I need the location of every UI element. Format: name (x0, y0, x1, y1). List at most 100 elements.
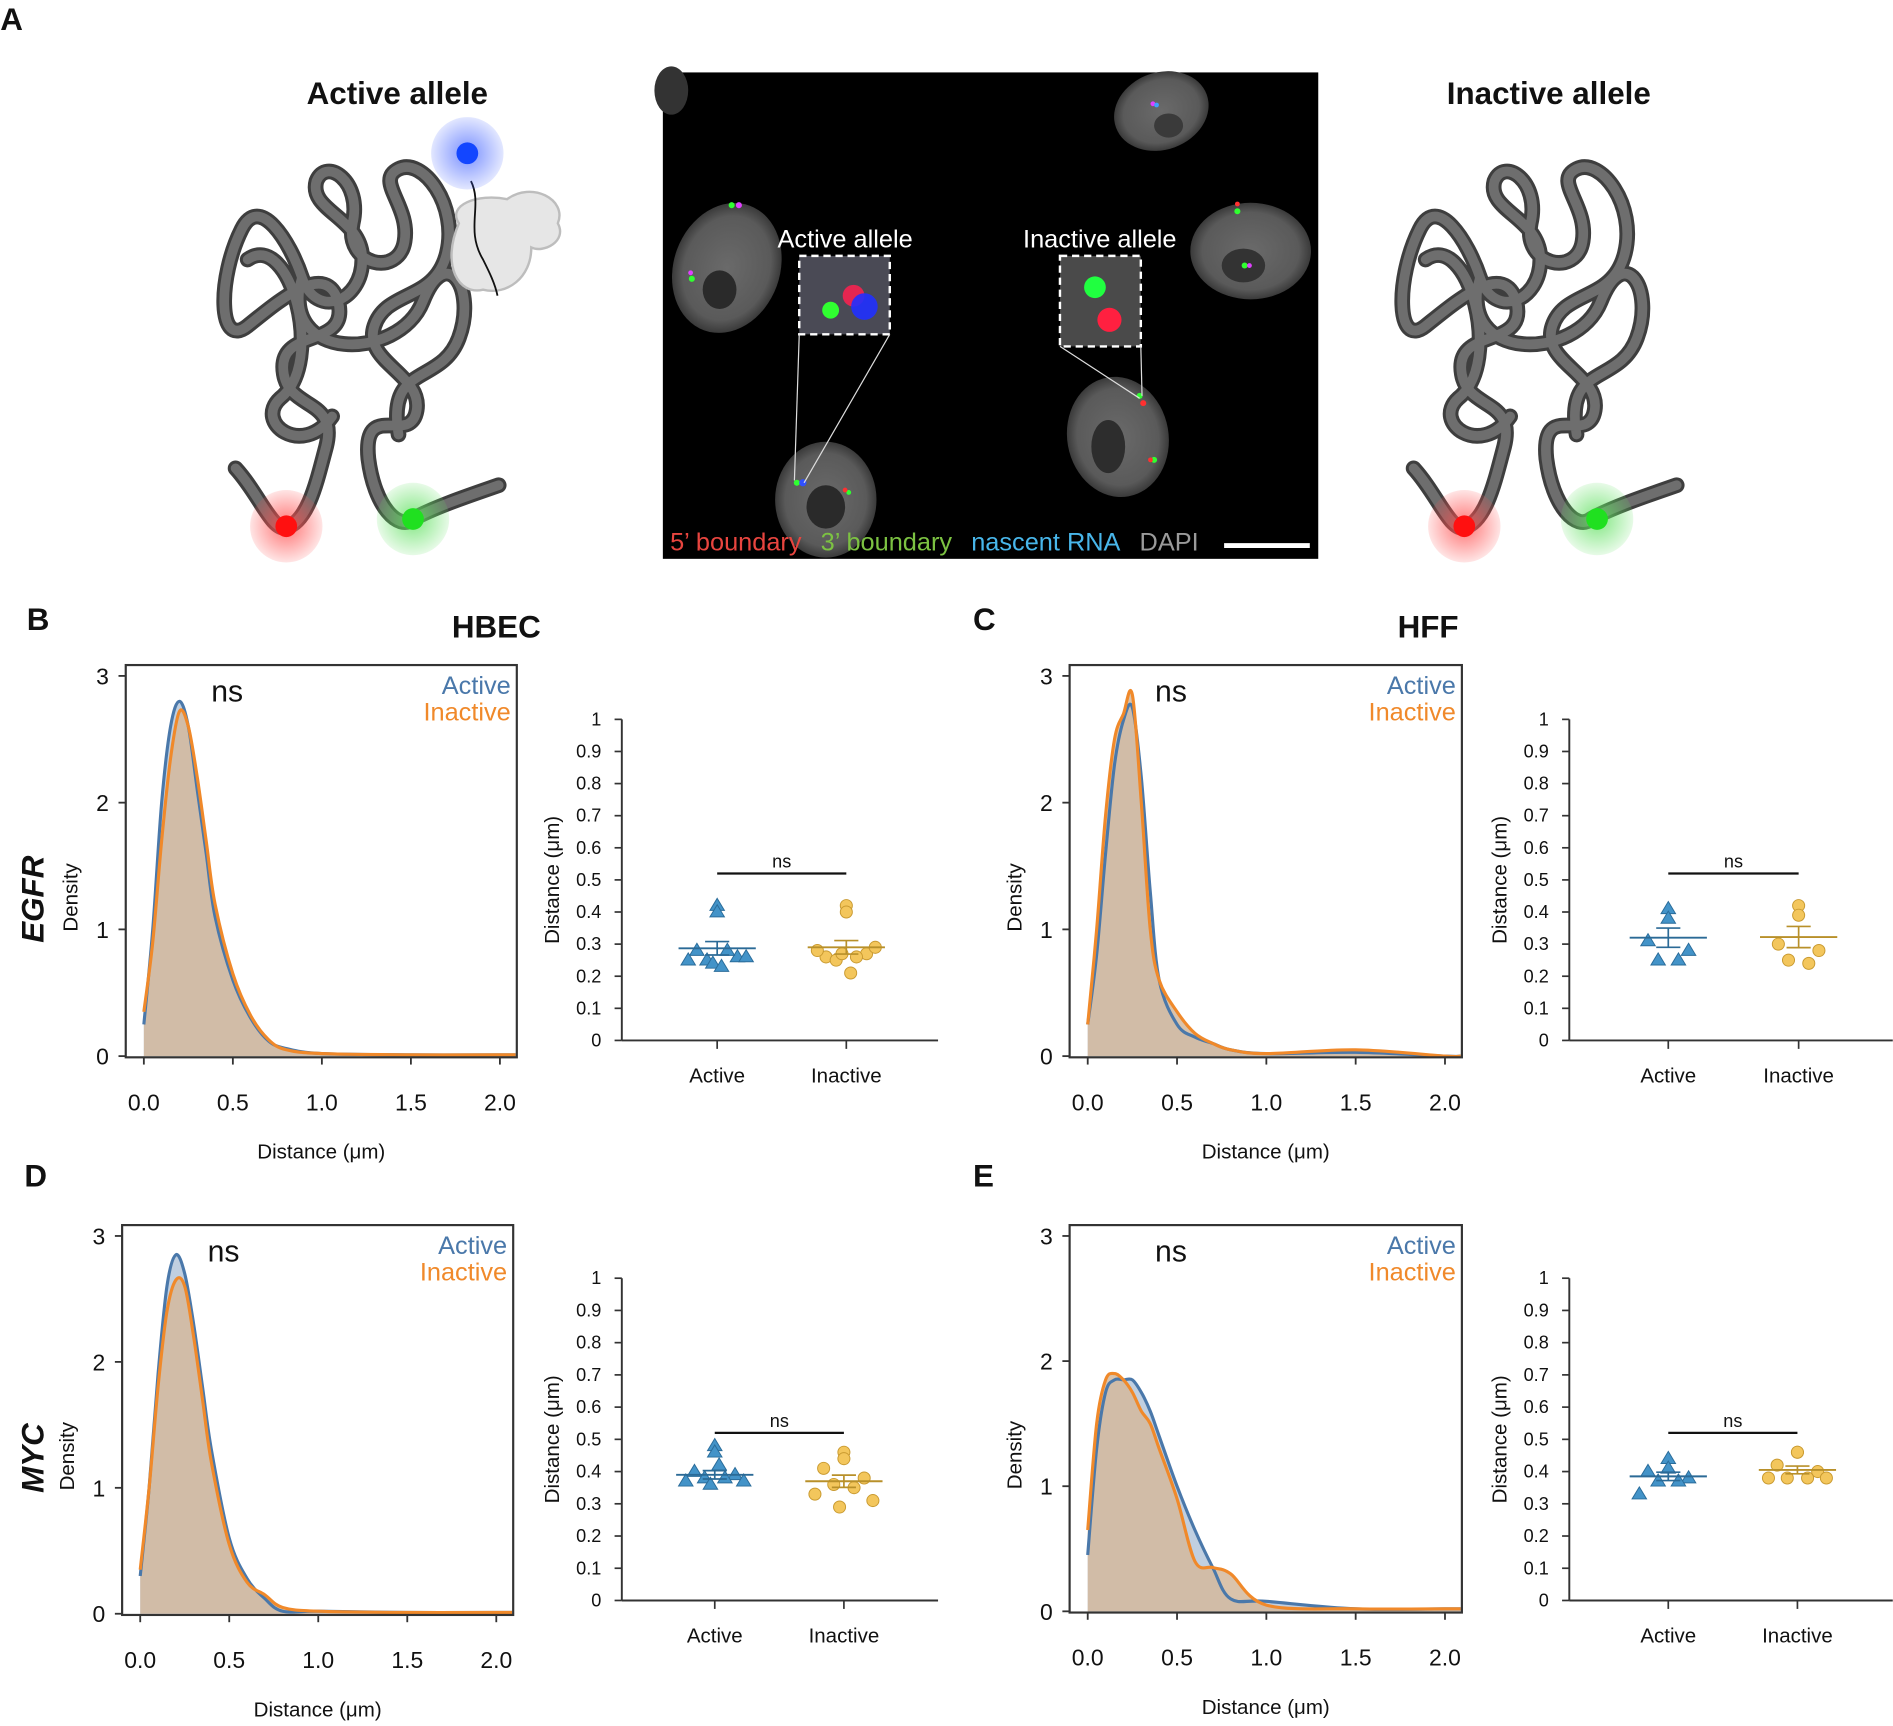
data-point-inactive (1790, 1445, 1804, 1459)
x-tick-label: 1.0 (1250, 1645, 1282, 1671)
data-point-inactive (857, 1471, 871, 1485)
channel-legend: 5’ boundary 3’ boundary nascent RNA DAPI (670, 528, 1199, 556)
data-point-inactive (1770, 1458, 1784, 1472)
x-tick-label: 1.0 (1250, 1089, 1282, 1115)
data-point-inactive (1761, 1471, 1775, 1485)
data-point-inactive (849, 950, 863, 964)
y-tick-label: 0.2 (1524, 1526, 1549, 1546)
x-tick-label: 0.5 (1161, 1645, 1193, 1671)
y-tick-label: 3 (96, 663, 109, 689)
x-tick-label: 1.5 (391, 1647, 423, 1673)
nuclei (654, 66, 1312, 558)
density-fill-inactive (1087, 1373, 1461, 1612)
active-allele-schematic: Active allele (224, 76, 562, 563)
y-tick-label: 0.5 (576, 1429, 601, 1449)
data-point-inactive (810, 944, 824, 958)
y-tick-label: 0.3 (576, 934, 601, 954)
x-tick-label: 0.5 (213, 1647, 245, 1673)
panel-letter-c: C (973, 602, 996, 637)
y-tick-label: 0.7 (1524, 806, 1549, 826)
row-label-egfr: EGFR (16, 855, 51, 942)
y-tick-label: 0.9 (576, 1300, 601, 1320)
y-tick-label: 0.8 (1524, 1333, 1549, 1353)
data-point-inactive (1802, 956, 1816, 970)
x-tick-label-inactive: Inactive (809, 1625, 880, 1648)
data-point-active (1680, 942, 1697, 956)
data-point-inactive (1811, 1465, 1825, 1479)
y-tick-label: 1 (591, 709, 601, 729)
legend-3prime-boundary: 3’ boundary (821, 528, 953, 556)
data-point-active (702, 1476, 719, 1490)
legend-active: Active (1387, 1232, 1456, 1260)
y-tick-label: 0.4 (1524, 1462, 1549, 1482)
x-tick-label: 0.0 (128, 1089, 160, 1115)
fish-spots (688, 101, 1252, 495)
y-tick-label: 0 (96, 1044, 109, 1070)
charts: 0.0 0.5 1.0 1.5 2.0 0 1 2 3 Distance (μm) Density n… (56, 663, 1893, 1721)
data-point-inactive (808, 1487, 822, 1501)
data-point-inactive (1771, 937, 1785, 951)
chromatin-fiber-illustration (1402, 167, 1677, 528)
data-point-inactive (1819, 1471, 1833, 1485)
x-axis-label: Distance (μm) (254, 1698, 382, 1721)
y-tick-label: 0.6 (1524, 1397, 1549, 1417)
inset-active-label: Active allele (778, 225, 913, 253)
density-fill-inactive (140, 1277, 512, 1614)
legend-nascent-rna: nascent RNA (971, 528, 1120, 556)
inactive-allele-inset: Inactive allele (1023, 225, 1177, 399)
significance-label: ns (208, 1235, 240, 1268)
y-tick-label: 0.4 (576, 1462, 601, 1482)
y-tick-label: 0 (1040, 1599, 1053, 1625)
y-tick-label: 0.4 (1524, 902, 1549, 922)
y-axis-label: Density (1003, 1420, 1026, 1489)
y-tick-label: 0.9 (1524, 1300, 1549, 1320)
chart-panel-b-area: 0.0 0.5 1.0 1.5 2.0 0 1 2 3 Distance (μm) Density n… (59, 663, 518, 1164)
y-tick-label: 0 (1040, 1044, 1053, 1070)
data-point-active (704, 955, 721, 969)
y-tick-label: 0.7 (576, 1365, 601, 1385)
data-point-active (709, 903, 726, 918)
data-point-active (726, 1466, 744, 1481)
data-point-active (706, 1444, 723, 1458)
active-allele-title: Active allele (307, 76, 488, 111)
legend-inactive: Inactive (1369, 699, 1456, 727)
data-point-active (1670, 951, 1687, 966)
chart-panel-e-area: 0.0 0.5 1.0 1.5 2.0 0 1 2 3 Distance (μm) Density n… (1003, 1223, 1463, 1719)
data-point-active (719, 942, 736, 956)
inactive-allele-schematic: Inactive allele (1402, 76, 1677, 563)
y-tick-label: 0 (591, 1030, 601, 1050)
data-point-active (735, 1473, 752, 1487)
x-tick-label: 2.0 (1429, 1645, 1461, 1671)
y-axis-label: Density (56, 1421, 79, 1490)
x-tick-label: 1.5 (1340, 1645, 1372, 1671)
legend-active: Active (442, 672, 511, 700)
data-point-active (711, 1456, 728, 1471)
rna-polymerase-illustration (450, 180, 562, 296)
y-axis-label: Density (59, 862, 82, 931)
data-point-inactive (1792, 908, 1806, 922)
y-tick-label: 0.2 (1524, 966, 1549, 986)
inset-inactive-label: Inactive allele (1023, 225, 1176, 253)
data-point-inactive (866, 1494, 880, 1508)
y-tick-label: 0 (92, 1601, 105, 1627)
chart-panel-d-area: 0.0 0.5 1.0 1.5 2.0 0 1 2 3 Distance (μm) Density n… (56, 1223, 515, 1721)
legend-inactive: Inactive (1369, 1259, 1456, 1287)
y-tick-label: 3 (1040, 663, 1053, 689)
y-tick-label: 0.2 (576, 1526, 601, 1546)
chart-panel-c-area: 0.0 0.5 1.0 1.5 2.0 0 1 2 3 Distance (μm) Density n… (1003, 663, 1463, 1164)
data-point-inactive (839, 905, 853, 919)
data-point-active (680, 951, 697, 966)
significance-label: ns (1155, 675, 1187, 708)
data-point-inactive (833, 1500, 847, 1514)
y-tick-label: 0 (1539, 1030, 1549, 1050)
legend-inactive: Inactive (423, 699, 510, 727)
data-point-inactive (1780, 1471, 1794, 1485)
x-tick-label: 1.0 (306, 1089, 338, 1115)
svg-text:5’ boundary 3’ boundar: 5’ boundary 3’ boundary nascent RNA DAPI (670, 528, 1199, 556)
y-tick-label: 0.1 (1524, 998, 1549, 1018)
y-axis-label: Distance (μm) (1489, 1375, 1512, 1503)
x-tick-label: 1.5 (1340, 1089, 1372, 1115)
density-fill-inactive (1087, 690, 1461, 1057)
y-tick-label: 3 (92, 1223, 105, 1249)
